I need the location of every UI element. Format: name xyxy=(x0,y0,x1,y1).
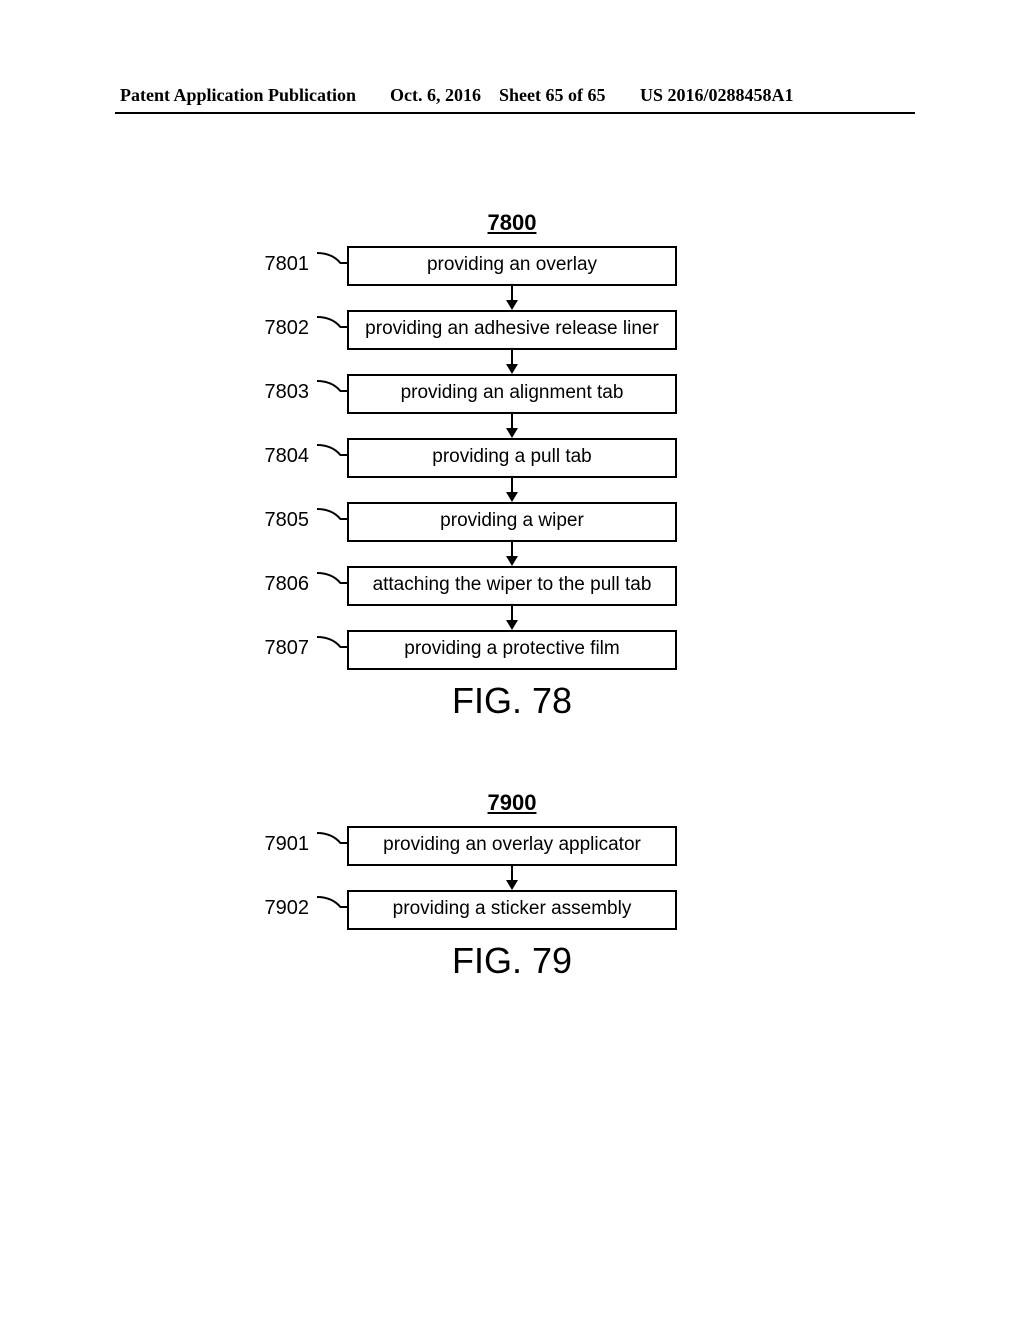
step-number: 7803 xyxy=(239,381,309,404)
step-box: providing an adhesive release liner xyxy=(347,310,677,350)
flow-step: 7803 providing an alignment tab xyxy=(347,374,677,414)
page: Patent Application Publication Oct. 6, 2… xyxy=(0,0,1024,1320)
header-rule xyxy=(115,112,915,114)
step-number: 7902 xyxy=(239,897,309,920)
leader-line-icon xyxy=(317,893,347,917)
flowchart: 7801 providing an overlay 7802 providing… xyxy=(0,246,1024,670)
step-box: providing an alignment tab xyxy=(347,374,677,414)
header-pub-label: Patent Application Publication xyxy=(120,85,356,106)
flow-arrow-icon xyxy=(502,350,522,374)
step-number: 7802 xyxy=(239,317,309,340)
step-number: 7807 xyxy=(239,637,309,660)
figure-reference: 7800 xyxy=(0,210,1024,236)
figure-reference: 7900 xyxy=(0,790,1024,816)
flow-arrow-icon xyxy=(502,478,522,502)
flow-step: 7902 providing a sticker assembly xyxy=(347,890,677,930)
leader-line-icon xyxy=(317,377,347,401)
step-number: 7801 xyxy=(239,253,309,276)
figure-78: 7800 7801 providing an overlay 7802 prov… xyxy=(0,210,1024,722)
step-number: 7804 xyxy=(239,445,309,468)
leader-line-icon xyxy=(317,633,347,657)
flow-step: 7807 providing a protective film xyxy=(347,630,677,670)
step-number: 7806 xyxy=(239,573,309,596)
figure-caption: FIG. 79 xyxy=(0,940,1024,982)
header-pub-number: US 2016/0288458A1 xyxy=(640,85,794,106)
step-text: providing an overlay applicator xyxy=(383,834,641,855)
step-box: providing a wiper xyxy=(347,502,677,542)
flow-step: 7806 attaching the wiper to the pull tab xyxy=(347,566,677,606)
step-text: providing a pull tab xyxy=(432,446,592,467)
header-mid: Oct. 6, 2016 Sheet 65 of 65 xyxy=(390,85,605,106)
step-text: providing a wiper xyxy=(440,510,584,531)
flow-arrow-icon xyxy=(502,606,522,630)
flow-step: 7805 providing a wiper xyxy=(347,502,677,542)
leader-line-icon xyxy=(317,441,347,465)
flow-arrow-icon xyxy=(502,414,522,438)
leader-line-icon xyxy=(317,249,347,273)
step-text: providing an adhesive release liner xyxy=(365,318,659,339)
step-text: providing a sticker assembly xyxy=(393,898,632,919)
step-text: providing an alignment tab xyxy=(401,382,624,403)
flow-step: 7802 providing an adhesive release liner xyxy=(347,310,677,350)
flow-step: 7901 providing an overlay applicator xyxy=(347,826,677,866)
step-text: attaching the wiper to the pull tab xyxy=(373,574,652,595)
step-box: providing an overlay applicator xyxy=(347,826,677,866)
step-box: providing an overlay xyxy=(347,246,677,286)
figure-79: 7900 7901 providing an overlay applicato… xyxy=(0,790,1024,982)
step-box: attaching the wiper to the pull tab xyxy=(347,566,677,606)
leader-line-icon xyxy=(317,505,347,529)
flowchart: 7901 providing an overlay applicator 790… xyxy=(0,826,1024,930)
step-text: providing a protective film xyxy=(404,638,619,659)
flow-arrow-icon xyxy=(502,866,522,890)
leader-line-icon xyxy=(317,313,347,337)
flow-arrow-icon xyxy=(502,286,522,310)
step-number: 7901 xyxy=(239,833,309,856)
step-box: providing a protective film xyxy=(347,630,677,670)
flow-arrow-icon xyxy=(502,542,522,566)
figure-caption: FIG. 78 xyxy=(0,680,1024,722)
step-number: 7805 xyxy=(239,509,309,532)
flow-step: 7801 providing an overlay xyxy=(347,246,677,286)
flow-step: 7804 providing a pull tab xyxy=(347,438,677,478)
step-box: providing a pull tab xyxy=(347,438,677,478)
step-box: providing a sticker assembly xyxy=(347,890,677,930)
leader-line-icon xyxy=(317,569,347,593)
step-text: providing an overlay xyxy=(427,254,597,275)
leader-line-icon xyxy=(317,829,347,853)
